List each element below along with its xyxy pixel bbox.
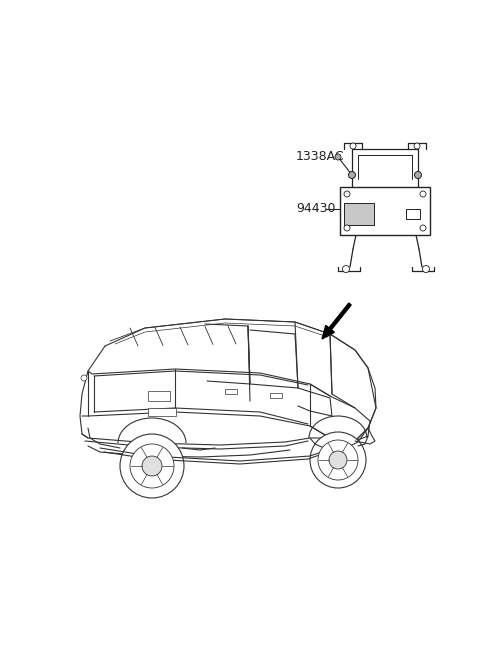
Bar	[340, 187, 430, 235]
Circle shape	[420, 225, 426, 231]
Bar	[148, 408, 176, 416]
Circle shape	[81, 375, 87, 381]
Circle shape	[318, 440, 358, 480]
FancyArrow shape	[322, 303, 351, 339]
Circle shape	[335, 154, 341, 160]
Bar	[270, 393, 282, 398]
Text: 1338AC: 1338AC	[296, 150, 345, 163]
Circle shape	[310, 432, 366, 488]
Circle shape	[414, 143, 420, 149]
Circle shape	[420, 191, 426, 197]
Bar	[148, 391, 170, 401]
Circle shape	[422, 266, 430, 272]
Circle shape	[344, 191, 350, 197]
Circle shape	[142, 456, 162, 476]
Bar	[225, 389, 237, 394]
Text: 94430: 94430	[296, 203, 336, 216]
Circle shape	[120, 434, 184, 498]
Circle shape	[348, 171, 356, 178]
Circle shape	[350, 143, 356, 149]
Bar	[406, 209, 420, 219]
Circle shape	[344, 225, 350, 231]
Bar	[344, 203, 374, 225]
Circle shape	[415, 171, 421, 178]
Circle shape	[343, 266, 349, 272]
Circle shape	[329, 451, 347, 469]
Circle shape	[130, 444, 174, 488]
